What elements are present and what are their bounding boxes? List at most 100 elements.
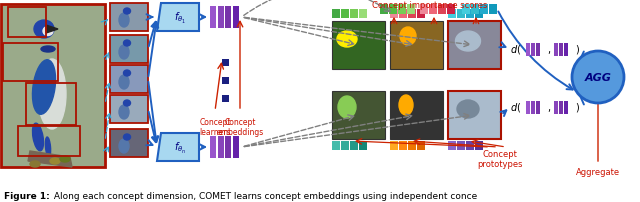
Bar <box>564 101 568 115</box>
Bar <box>225 136 231 158</box>
Bar <box>448 22 501 70</box>
Bar <box>222 60 229 67</box>
Bar <box>380 5 388 15</box>
Bar <box>429 5 437 15</box>
Ellipse shape <box>119 105 129 119</box>
Text: AGG: AGG <box>584 73 611 83</box>
Bar <box>341 10 349 19</box>
Bar <box>1 5 105 167</box>
Bar <box>417 141 425 150</box>
Bar <box>564 44 568 57</box>
Bar <box>232 7 239 29</box>
Bar <box>417 10 425 19</box>
Bar <box>225 7 231 29</box>
Text: ): ) <box>575 102 579 113</box>
Bar <box>475 141 483 150</box>
Text: $f_{\theta_{n}}$: $f_{\theta_{n}}$ <box>174 140 186 155</box>
Text: ): ) <box>575 45 579 55</box>
Bar <box>531 44 535 57</box>
Ellipse shape <box>33 124 44 151</box>
Bar <box>218 136 223 158</box>
Bar <box>466 10 474 19</box>
Bar <box>341 141 349 150</box>
Bar <box>471 5 479 15</box>
Text: ,: , <box>548 45 554 55</box>
Text: $d($: $d($ <box>510 43 521 56</box>
Ellipse shape <box>338 97 356 118</box>
Bar <box>408 141 416 150</box>
Bar <box>332 22 385 70</box>
Text: Along each concept dimension, COMET learns concept embeddings using independent : Along each concept dimension, COMET lear… <box>51 191 477 201</box>
Text: Concept
embeddings: Concept embeddings <box>216 117 264 137</box>
Bar <box>554 44 558 57</box>
Bar <box>332 92 385 139</box>
Bar <box>332 141 340 150</box>
Ellipse shape <box>124 9 131 15</box>
Bar <box>448 141 456 150</box>
Bar <box>110 36 148 64</box>
Bar <box>359 141 367 150</box>
Ellipse shape <box>124 41 131 47</box>
Polygon shape <box>46 26 58 34</box>
Ellipse shape <box>124 101 131 106</box>
Bar <box>390 92 443 139</box>
Bar <box>110 129 148 157</box>
Bar <box>18 126 80 156</box>
Text: ,: , <box>548 102 554 113</box>
Bar <box>447 5 455 15</box>
Bar <box>232 136 239 158</box>
Text: $f_{\theta_{1}}$: $f_{\theta_{1}}$ <box>174 11 186 25</box>
Bar <box>457 141 465 150</box>
Bar <box>438 5 446 15</box>
Polygon shape <box>157 133 199 161</box>
Polygon shape <box>157 4 199 32</box>
Bar <box>399 141 407 150</box>
Polygon shape <box>28 151 72 167</box>
Bar <box>536 101 540 115</box>
Bar <box>526 44 530 57</box>
Bar <box>489 5 497 15</box>
Bar <box>554 101 558 115</box>
Ellipse shape <box>457 101 479 118</box>
Ellipse shape <box>50 158 60 164</box>
Bar <box>26 84 76 125</box>
Bar <box>350 141 358 150</box>
Bar <box>389 5 397 15</box>
Bar <box>210 136 216 158</box>
Bar <box>480 5 488 15</box>
Text: Concept importance scores: Concept importance scores <box>372 1 488 10</box>
Bar <box>222 78 229 85</box>
Ellipse shape <box>30 161 40 167</box>
Bar <box>350 10 358 19</box>
Bar <box>536 44 540 57</box>
Bar <box>559 44 563 57</box>
Ellipse shape <box>119 14 129 28</box>
Bar <box>110 66 148 94</box>
Bar <box>222 96 229 102</box>
Bar <box>110 96 148 123</box>
Ellipse shape <box>337 32 357 48</box>
Ellipse shape <box>124 134 131 140</box>
Bar <box>210 7 216 29</box>
Bar <box>218 7 223 29</box>
Ellipse shape <box>45 137 51 157</box>
Bar <box>390 141 398 150</box>
Ellipse shape <box>33 60 56 115</box>
Ellipse shape <box>34 21 54 39</box>
Bar <box>110 4 148 32</box>
Text: $d($: $d($ <box>510 101 521 114</box>
Text: Figure 1:: Figure 1: <box>4 191 50 201</box>
Ellipse shape <box>400 28 416 46</box>
Bar <box>448 10 456 19</box>
Text: Aggregate: Aggregate <box>576 167 620 176</box>
Ellipse shape <box>119 139 129 153</box>
Ellipse shape <box>456 32 481 52</box>
Bar <box>420 5 428 15</box>
Bar <box>462 5 470 15</box>
Ellipse shape <box>119 76 129 89</box>
Bar <box>399 10 407 19</box>
Bar <box>359 10 367 19</box>
Text: Concept
prototypes: Concept prototypes <box>477 149 523 168</box>
Bar <box>398 5 406 15</box>
Bar <box>8 8 46 38</box>
